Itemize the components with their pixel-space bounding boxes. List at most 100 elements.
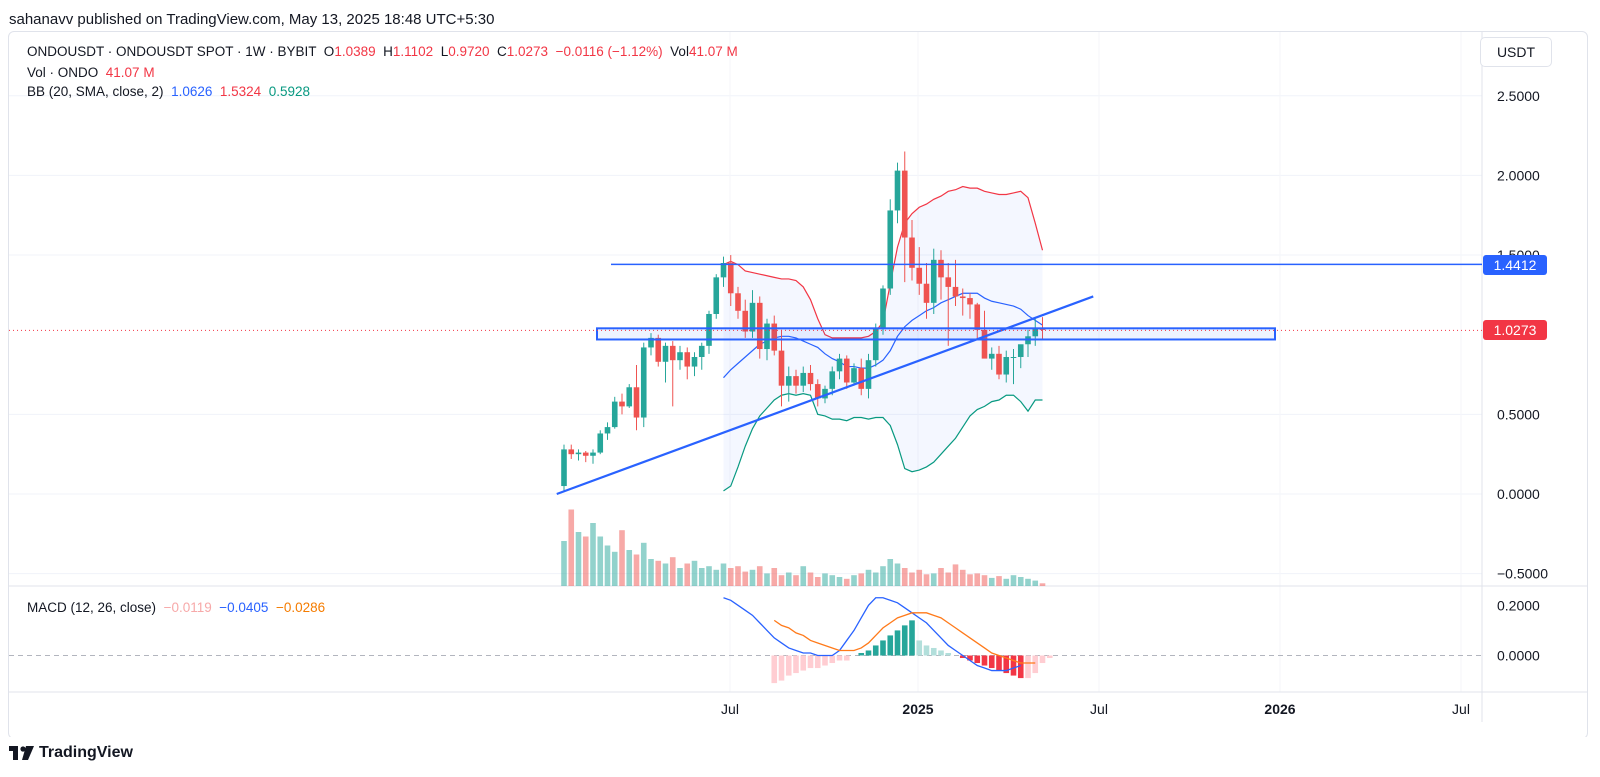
macd-line-value: −0.0405: [219, 600, 269, 615]
candle-body: [691, 357, 698, 367]
macd-hist-bar: [1003, 655, 1010, 674]
macd-legend[interactable]: MACD (12, 26, close) −0.0119 −0.0405 −0.…: [27, 600, 325, 615]
time-tick-label: Jul: [1090, 701, 1108, 717]
macd-hist-bar: [836, 655, 843, 661]
currency-button[interactable]: USDT: [1480, 37, 1552, 67]
candle-body: [727, 263, 734, 294]
candle: [865, 353, 872, 399]
volume-bar: [858, 573, 865, 586]
volume-bar: [807, 572, 814, 586]
high-value: 1.1102: [392, 44, 434, 59]
candle: [938, 250, 944, 300]
candle: [727, 255, 734, 307]
macd-signal-value: −0.0286: [275, 600, 326, 615]
volume-bar: [735, 566, 741, 586]
price-tick-label: 2.0000: [1497, 167, 1540, 183]
macd-hist-bar: [829, 655, 836, 664]
macd-hist-value: −0.0119: [163, 600, 212, 615]
volume-bar: [648, 559, 654, 586]
tradingview-logo-icon: [9, 746, 34, 760]
macd-hist-bar: [916, 640, 923, 656]
candle-body: [640, 347, 647, 418]
change-value: −0.0116 (−1.12%): [555, 44, 663, 59]
volume-bar: [800, 566, 807, 586]
open-value: 1.0389: [334, 44, 376, 59]
candle: [959, 288, 966, 316]
chart-frame[interactable]: 2.50002.00001.50000.50000.0000−0.50000.2…: [8, 31, 1588, 739]
candle-body: [887, 210, 894, 289]
candle: [684, 347, 691, 380]
trendline: [556, 295, 1094, 496]
candle-body: [836, 358, 843, 372]
candle: [575, 449, 582, 461]
candle: [582, 450, 589, 463]
macd-hist-bar: [1039, 655, 1046, 664]
volume-bar: [996, 576, 1002, 586]
volume-bar: [880, 566, 886, 586]
candle: [996, 345, 1002, 380]
macd-hist-bar: [1010, 655, 1017, 676]
bb-legend[interactable]: BB (20, SMA, close, 2) 1.0626 1.5324 0.5…: [27, 84, 310, 99]
volume-bar: [742, 571, 749, 586]
candle: [742, 299, 749, 338]
candle-body: [669, 345, 676, 361]
chart-canvas[interactable]: 2.50002.00001.50000.50000.0000−0.50000.2…: [9, 32, 1587, 738]
candle-body: [901, 170, 908, 238]
volume-bar: [1017, 577, 1024, 586]
volume-bar: [582, 536, 589, 586]
candle-body: [1032, 328, 1039, 337]
volume-bar: [988, 577, 995, 586]
macd-hist-bar: [996, 655, 1002, 671]
candle-body: [938, 259, 944, 278]
symbol-legend: ONDOUSDT · ONDOUSDT SPOT · 1W · BYBIT O1…: [27, 44, 738, 59]
candle-body: [720, 263, 727, 278]
macd-signal-line: [773, 612, 1036, 664]
candle: [836, 353, 843, 380]
candle-body: [894, 170, 901, 211]
bb-lower-line: [723, 393, 1043, 492]
candle-body: [633, 387, 640, 418]
vol-value: 41.07 M: [688, 44, 738, 59]
candle-body: [698, 345, 705, 358]
candle: [691, 352, 698, 377]
candle: [930, 248, 937, 314]
candles: [561, 151, 1046, 491]
symbol-title[interactable]: ONDOUSDT · ONDOUSDT SPOT · 1W · BYBIT: [27, 44, 317, 59]
candle-body: [735, 293, 741, 311]
candle-body: [793, 376, 799, 386]
volume-bar: [684, 563, 691, 586]
volume-bar: [633, 554, 640, 586]
bb-label: BB (20, SMA, close, 2): [27, 84, 164, 99]
volume-bar: [785, 572, 792, 586]
macd-hist-bar: [930, 647, 937, 656]
volume-legend[interactable]: Vol · ONDO 41.07 M: [27, 65, 155, 80]
volume-bar: [669, 557, 676, 586]
bb-basis-value: 1.0626: [171, 84, 213, 99]
volume-bar: [691, 560, 698, 586]
volume-bar: [604, 545, 611, 586]
candle-body: [930, 259, 937, 303]
volume-bar: [916, 569, 923, 586]
candle-body: [945, 277, 952, 287]
macd-hist-bar: [901, 625, 908, 656]
volume-bar: [822, 573, 828, 586]
candle-body: [626, 387, 633, 407]
macd-tick-label: 0.0000: [1497, 648, 1540, 664]
volume-bar: [1039, 583, 1046, 586]
macd-hist-bar: [959, 655, 966, 659]
candle-body: [851, 368, 857, 383]
volume-bar: [1010, 575, 1017, 586]
macd-hist-bar: [1046, 655, 1053, 659]
volume-bar: [590, 523, 596, 586]
candle: [945, 263, 952, 346]
volume-bar: [771, 568, 778, 586]
candle: [568, 444, 575, 459]
candle-body: [713, 277, 720, 314]
tradingview-logo[interactable]: TradingView: [9, 744, 133, 762]
volume-bar: [640, 542, 647, 586]
macd-hist-bar: [981, 655, 988, 666]
macd-hist-bar: [1017, 655, 1024, 679]
candle-body: [662, 345, 669, 362]
macd-hist-bar: [894, 630, 901, 656]
candle: [807, 364, 814, 391]
